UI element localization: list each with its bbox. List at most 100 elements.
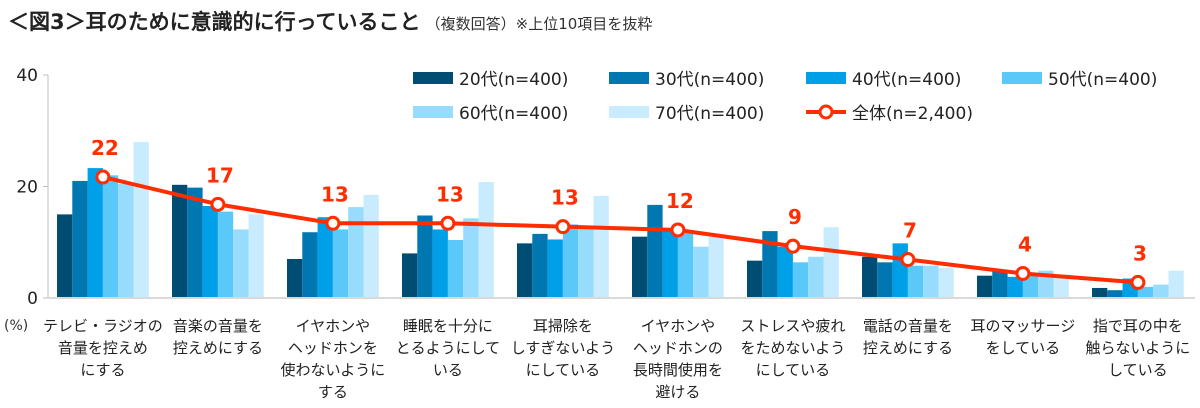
bar-70s	[1053, 274, 1069, 298]
bar-70s	[133, 141, 149, 298]
x-category-label: 使わないように	[281, 361, 386, 379]
overall-line	[102, 175, 1139, 285]
bar-60s	[693, 246, 709, 298]
bar-20s	[977, 275, 993, 298]
x-category-label: ヘッドホンの	[633, 339, 723, 357]
bar-20s	[747, 260, 763, 298]
bar-50s	[907, 265, 924, 298]
overall-point	[900, 252, 916, 268]
bar-30s	[1107, 290, 1123, 298]
bar-40s	[87, 168, 103, 298]
bar-30s	[992, 271, 1008, 298]
bar-50s	[447, 240, 464, 298]
x-category-label: 音量を控えめ	[58, 339, 148, 357]
legend-swatch	[609, 106, 649, 118]
bar-70s	[708, 236, 724, 298]
bar-20s	[402, 253, 418, 298]
bar-50s	[792, 262, 809, 298]
x-category-label: イヤホンや	[296, 317, 371, 335]
overall-data-label: 9	[788, 205, 802, 229]
overall-point	[95, 169, 111, 185]
overall-data-label: 4	[1018, 232, 1032, 256]
bar-50s	[562, 224, 579, 298]
x-category-label: ヘッドホンを	[288, 339, 378, 357]
bar-40s	[1007, 276, 1023, 298]
y-tick-label: 0	[27, 289, 38, 309]
x-category-label: している	[1108, 361, 1168, 379]
overall-point	[555, 219, 571, 235]
x-category-label: をしている	[986, 339, 1061, 357]
overall-point	[1130, 274, 1146, 290]
x-category-label: 長時間使用を	[633, 361, 723, 379]
bar-60s	[923, 265, 939, 298]
bar-50s	[1137, 286, 1154, 298]
x-category-label: 控えめにする	[173, 339, 263, 357]
y-tick-label: 20	[16, 178, 38, 198]
x-category-label: 避ける	[655, 383, 700, 401]
x-category-label: にしている	[756, 361, 831, 379]
overall-data-label: 7	[903, 219, 917, 243]
x-category-label: テレビ・ラジオの	[43, 317, 163, 335]
chart-title-main: ＜図3＞耳のために意識的に行っていること	[8, 10, 421, 34]
bar-40s	[317, 217, 333, 298]
x-category-label: 控えめにする	[863, 339, 953, 357]
bar-40s	[892, 243, 908, 298]
bar-60s	[808, 256, 824, 298]
overall-data-label: 12	[666, 189, 694, 213]
bar-70s	[248, 214, 264, 298]
bar-70s	[823, 227, 839, 298]
bar-60s	[578, 228, 594, 298]
bar-70s	[363, 194, 379, 298]
bar-50s	[217, 211, 234, 298]
bar-30s	[762, 231, 778, 298]
bar-40s	[662, 229, 678, 298]
x-category-label: する	[318, 383, 348, 401]
x-category-label: 電話の音量を	[863, 317, 953, 335]
overall-data-label: 3	[1133, 241, 1147, 265]
x-category-label: ストレスや疲れ	[740, 317, 845, 335]
bar-50s	[102, 175, 119, 298]
bar-20s	[172, 184, 188, 298]
bar-20s	[57, 214, 73, 298]
bar-30s	[532, 233, 548, 298]
overall-data-label: 17	[206, 163, 234, 187]
x-category-label: 音楽の音量を	[173, 317, 263, 335]
bar-20s	[632, 236, 648, 298]
legend-label: 40代(n=400)	[852, 70, 961, 90]
bar-20s	[517, 243, 533, 298]
legend-swatch	[609, 72, 649, 84]
x-category-label: をためないよう	[741, 339, 846, 357]
bar-30s	[302, 232, 318, 298]
overall-data-label: 22	[91, 136, 119, 160]
x-category-label: 耳掃除を	[533, 317, 593, 335]
bar-30s	[647, 204, 663, 298]
x-category-label: 指で耳の中を	[1093, 317, 1183, 335]
bar-40s	[432, 229, 448, 298]
bar-50s	[332, 229, 349, 298]
chart-title: ＜図3＞耳のために意識的に行っていること （複数回答）※上位10項目を抜粋	[8, 6, 652, 36]
legend-swatch	[806, 72, 846, 84]
legend-label: 20代(n=400)	[459, 70, 568, 90]
overall-data-label: 13	[551, 186, 579, 210]
legend-swatch	[413, 72, 453, 84]
x-category-label: 触らないように	[1086, 339, 1191, 357]
overall-point	[670, 222, 686, 238]
x-category-label: イヤホンや	[641, 317, 716, 335]
bar-20s	[862, 256, 878, 298]
legend-label: 60代(n=400)	[459, 104, 568, 124]
bar-40s	[202, 206, 218, 298]
bar-70s	[478, 182, 494, 298]
overall-point	[325, 215, 341, 231]
bar-50s	[1022, 275, 1039, 298]
x-category-label: にしている	[526, 361, 601, 379]
legend-swatch	[1002, 72, 1042, 84]
x-category-label: しすぎないよう	[511, 339, 615, 357]
bar-70s	[1168, 270, 1184, 298]
overall-data-label: 13	[321, 182, 349, 206]
x-category-label: いる	[433, 361, 463, 379]
x-category-label: 耳のマッサージ	[971, 317, 1076, 335]
bar-30s	[877, 262, 893, 298]
x-category-label: 睡眠を十分に	[403, 317, 493, 335]
legend-label: 50代(n=400)	[1048, 70, 1157, 90]
